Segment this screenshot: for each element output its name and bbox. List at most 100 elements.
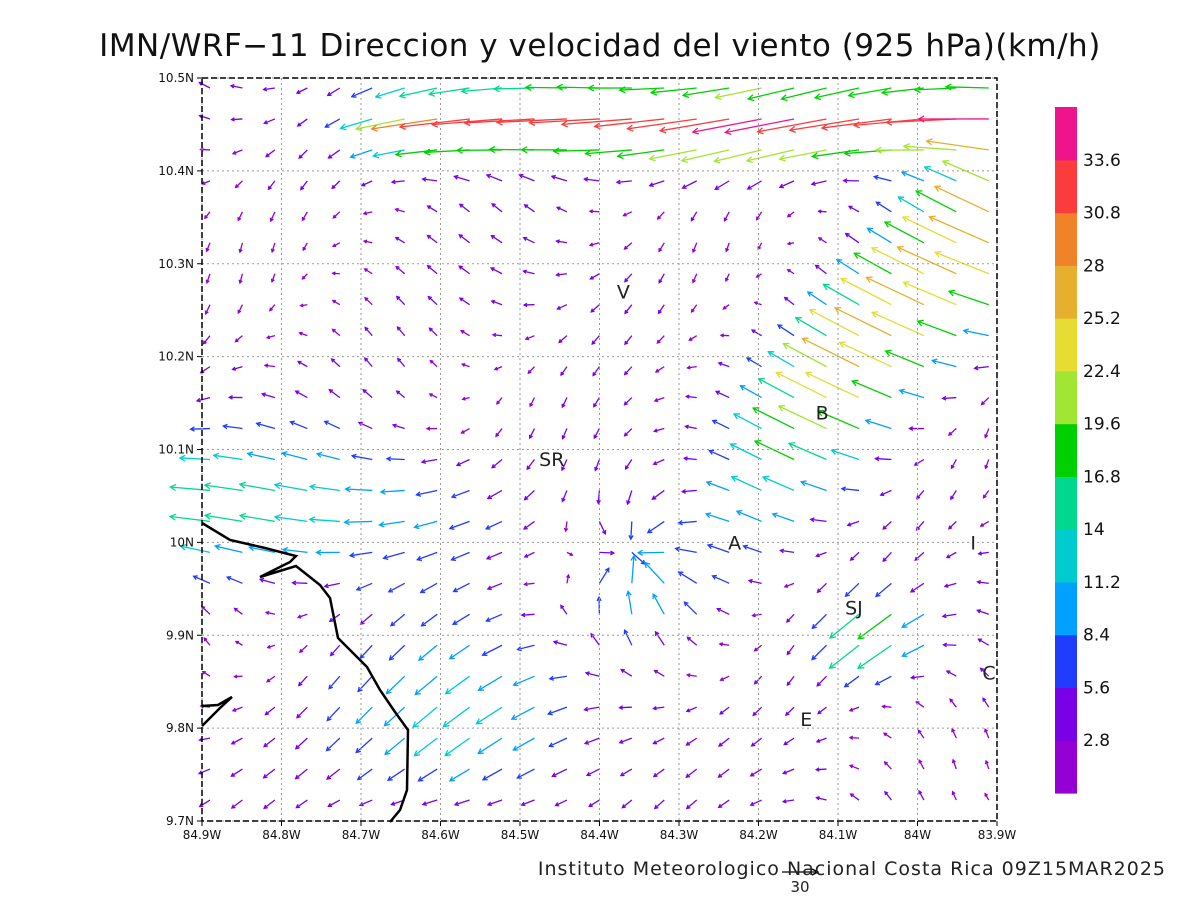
wind-arrow <box>485 520 503 530</box>
wind-arrow-head <box>623 401 628 406</box>
wind-arrow <box>875 675 892 686</box>
wind-arrow <box>274 516 308 523</box>
wind-arrow-head <box>913 86 921 94</box>
wind-arrow-head <box>589 275 594 280</box>
wind-arrow <box>736 510 762 523</box>
wind-arrow <box>560 366 568 376</box>
wind-arrow-head <box>601 530 607 536</box>
wind-arrow <box>807 291 827 306</box>
wind-arrow <box>239 242 244 253</box>
wind-arrow-head <box>880 88 889 96</box>
wind-arrow-head <box>588 242 594 247</box>
wind-arrow <box>682 489 697 493</box>
wind-arrow <box>561 118 632 126</box>
wind-arrow <box>746 357 762 368</box>
wind-arrow-head <box>951 790 956 795</box>
wind-arrow-head <box>593 403 598 408</box>
wind-arrow-head <box>428 393 433 397</box>
colorbar-segment <box>1055 318 1077 372</box>
wind-arrow-head <box>520 146 528 154</box>
wind-arrow <box>327 87 341 96</box>
wind-arrow <box>783 799 795 803</box>
wind-arrow-head <box>628 535 634 541</box>
wind-arrow-head <box>653 669 659 674</box>
wind-arrow <box>801 481 827 492</box>
wind-arrow-head <box>723 217 728 222</box>
wind-arrow-head <box>448 524 455 530</box>
wind-arrow-head <box>427 295 432 301</box>
wind-arrow-head <box>909 675 915 680</box>
wind-arrow <box>924 166 957 182</box>
wind-arrow-head <box>448 653 455 660</box>
wind-arrow-head <box>620 668 625 674</box>
wind-arrow <box>427 265 438 275</box>
wind-arrow-head <box>263 804 268 810</box>
wind-arrow-head <box>630 554 637 562</box>
wind-arrow-head <box>289 420 295 426</box>
wind-arrow <box>816 796 827 801</box>
wind-arrow <box>903 281 957 306</box>
wind-arrow <box>911 675 924 679</box>
wind-arrow <box>453 582 470 593</box>
wind-arrow-head <box>746 94 755 102</box>
wind-arrow <box>553 641 568 646</box>
wind-arrow-head <box>458 297 464 302</box>
wind-arrow-head <box>844 591 850 598</box>
wind-arrow <box>237 304 244 314</box>
colorbar-segment <box>1055 265 1077 319</box>
wind-arrow-head <box>270 278 275 284</box>
wind-arrow <box>429 327 438 337</box>
wind-arrow-head <box>722 305 727 310</box>
wind-arrow <box>565 521 568 532</box>
wind-arrow <box>239 483 276 492</box>
wind-arrow-head <box>388 655 395 661</box>
wind-arrow-head <box>950 495 955 501</box>
wind-arrow-head <box>298 648 304 654</box>
wind-arrow <box>619 706 632 709</box>
wind-arrow <box>652 489 665 500</box>
wind-arrow-head <box>653 804 659 810</box>
wind-arrow <box>624 304 633 314</box>
wind-arrow <box>373 149 405 157</box>
wind-arrow-head <box>680 156 689 164</box>
wind-arrow-head <box>383 720 390 727</box>
wind-arrow-head <box>811 654 817 661</box>
wind-arrow-head <box>915 190 923 197</box>
wind-arrow <box>816 737 827 743</box>
wind-arrow-head <box>555 83 564 91</box>
wind-arrow <box>706 481 730 492</box>
wind-arrow-head <box>475 718 483 725</box>
wind-arrow <box>235 335 243 343</box>
colorbar-level-label: 25.2 <box>1083 309 1121 329</box>
wind-arrow-head <box>418 655 425 662</box>
wind-arrow <box>654 396 665 402</box>
wind-arrow-head <box>442 720 450 728</box>
wind-arrow-head <box>753 647 758 652</box>
wind-arrow-head <box>168 513 177 521</box>
wind-arrow-head <box>563 527 569 533</box>
wind-arrow-head <box>298 154 303 160</box>
wind-arrow <box>429 87 470 95</box>
wind-arrow <box>687 365 697 369</box>
wind-arrow-head <box>398 122 407 130</box>
wind-arrow <box>458 234 470 244</box>
wind-arrow <box>325 118 341 128</box>
wind-arrow-head <box>552 640 558 645</box>
wind-arrow <box>839 341 892 368</box>
lon-tick-label: 84.2W <box>739 828 778 842</box>
wind-arrow <box>496 397 503 405</box>
wind-arrow <box>529 397 536 407</box>
wind-arrow-head <box>264 610 270 615</box>
wind-arrow-head <box>817 237 823 241</box>
wind-arrow <box>556 240 568 244</box>
wind-arrow-head <box>683 601 689 607</box>
wind-arrow-head <box>884 790 889 796</box>
wind-arrow <box>692 242 698 253</box>
wind-arrow-head <box>262 87 268 92</box>
wind-arrow <box>624 397 633 406</box>
wind-arrow <box>331 358 341 368</box>
wind-arrow <box>316 453 340 461</box>
wind-arrow <box>300 180 308 190</box>
wind-arrow-head <box>560 371 565 377</box>
wind-arrow-head <box>269 217 274 223</box>
